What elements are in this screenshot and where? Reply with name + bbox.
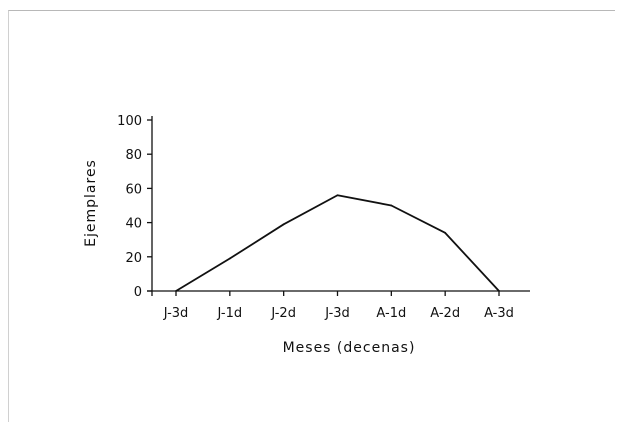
x-axis: J-3d J-1d J-2d J-3d A-1d A-2d A-3d bbox=[147, 290, 530, 321]
x-tick-label: A-3d bbox=[484, 306, 514, 321]
y-axis-title: Ejemplares bbox=[83, 159, 99, 247]
x-tick-label: J-2d bbox=[270, 306, 296, 321]
data-point bbox=[498, 290, 500, 292]
x-tick-label: J-3d bbox=[324, 306, 350, 321]
series-group bbox=[175, 194, 500, 292]
data-point bbox=[444, 231, 447, 234]
x-tick-label: J-1d bbox=[217, 306, 243, 321]
y-tick-label: 80 bbox=[125, 148, 142, 163]
data-point bbox=[282, 223, 285, 226]
x-axis-title: Meses (decenas) bbox=[283, 340, 416, 356]
y-axis: 0 20 40 60 80 100 bbox=[117, 114, 153, 300]
figure-frame bbox=[8, 10, 615, 422]
y-tick-label: 0 bbox=[134, 285, 142, 300]
data-point bbox=[336, 194, 339, 197]
x-tick-label: A-1d bbox=[376, 306, 406, 321]
y-tick-label: 100 bbox=[117, 114, 142, 129]
x-tick-label: A-2d bbox=[430, 306, 460, 321]
y-tick-label: 20 bbox=[125, 251, 142, 266]
data-point bbox=[228, 257, 231, 260]
y-tick-label: 60 bbox=[125, 182, 142, 197]
y-tick-label: 40 bbox=[125, 217, 142, 232]
x-tick-label: J-3d bbox=[163, 306, 189, 321]
data-point bbox=[175, 290, 177, 292]
data-point bbox=[390, 204, 393, 207]
series-line bbox=[175, 194, 500, 292]
